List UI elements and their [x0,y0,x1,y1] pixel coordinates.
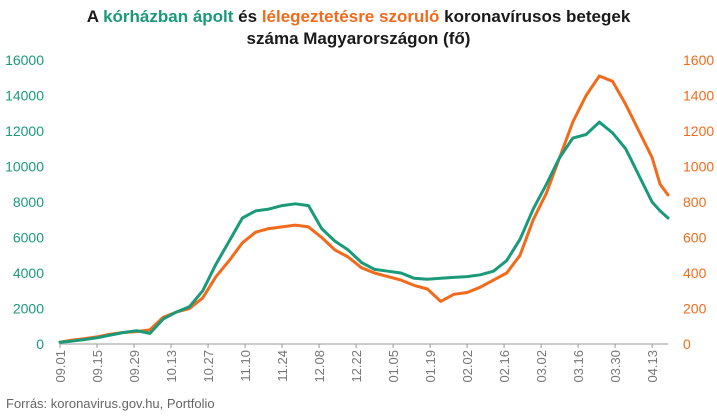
x-tick-label: 01.19 [423,350,438,383]
title-line-1: A kórházban ápolt és lélegeztetésre szor… [0,6,717,28]
x-tick-label: 03.30 [608,350,623,383]
x-tick-label: 12.22 [349,350,364,383]
x-tick-label: 10.27 [201,350,216,383]
y-right-tick-label: 600 [683,230,707,246]
y-left-tick-label: 16000 [5,52,44,68]
y-left-tick-label: 10000 [5,159,44,175]
x-tick-label: 09.01 [53,350,68,383]
x-tick-label: 12.08 [312,350,327,383]
y-left-tick-label: 0 [36,336,44,352]
title-prefix: A [86,7,104,26]
y-left-tick-label: 14000 [5,88,44,104]
title-line-2: száma Magyarországon (fő) [246,29,471,48]
title-suffix: koronavírusos betegek [439,7,631,26]
y-left-tick-label: 4000 [13,265,44,281]
x-tick-label: 03.02 [534,350,549,383]
y-right-tick-label: 1000 [683,159,714,175]
hospitalized-series-line [58,120,670,344]
title-ventilated-label: lélegeztetésre szoruló [261,7,440,26]
y-right-tick-label: 1600 [683,52,714,68]
source-note: Forrás: koronavirus.gov.hu, Portfolio [6,396,215,411]
title-hospitalized-label: kórházban ápolt [103,7,234,26]
chart-title: A kórházban ápolt és lélegeztetésre szor… [0,6,717,50]
y-right-tick-label: 200 [683,301,707,317]
x-tick-label: 04.13 [645,350,660,383]
x-tick-label: 03.16 [571,350,586,383]
x-tick-label: 01.05 [386,350,401,383]
title-connector: és [233,7,262,26]
x-tick-label: 11.24 [275,350,290,382]
x-tick-label: 02.02 [460,350,475,383]
y-right-tick-label: 1200 [683,123,714,139]
y-right-tick-label: 0 [683,336,691,352]
ventilated-series-line [58,74,670,344]
x-tick-label: 10.13 [164,350,179,383]
x-tick-label: 09.15 [90,350,105,383]
y-right-tick-label: 400 [683,265,707,281]
y-left-tick-label: 12000 [5,123,44,139]
y-right-tick-label: 1400 [683,88,714,104]
x-tick-label: 09.29 [127,350,142,383]
y-left-tick-label: 8000 [13,194,44,210]
y-right-tick-label: 800 [683,194,707,210]
y-left-tick-label: 6000 [13,230,44,246]
x-tick-label: 02.16 [497,350,512,383]
x-tick-label: 11.10 [238,350,253,382]
y-left-tick-label: 2000 [13,301,44,317]
